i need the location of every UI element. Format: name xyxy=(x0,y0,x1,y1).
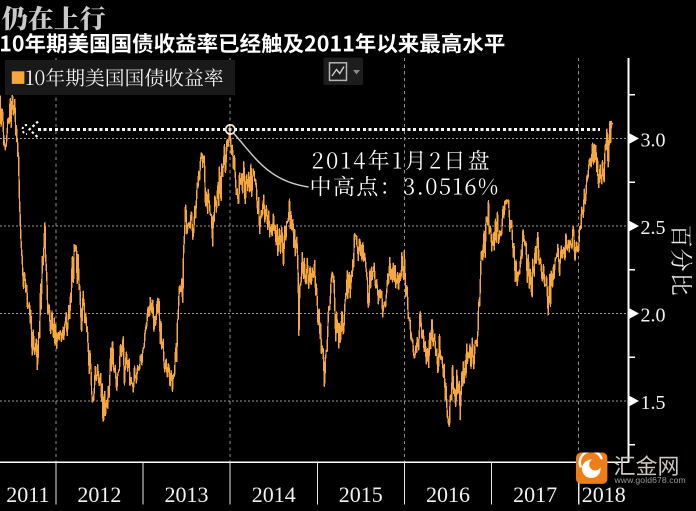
svg-text:1.5: 1.5 xyxy=(641,392,666,414)
svg-text:2013: 2013 xyxy=(165,482,209,506)
svg-text:2018: 2018 xyxy=(582,482,626,506)
svg-text:2012: 2012 xyxy=(77,482,121,506)
svg-text:www.gold678.com: www.gold678.com xyxy=(614,475,686,485)
svg-text:2016: 2016 xyxy=(426,482,470,506)
svg-text:2.5: 2.5 xyxy=(641,217,666,239)
svg-text:2011: 2011 xyxy=(6,482,49,506)
svg-text:3.0: 3.0 xyxy=(641,129,666,151)
svg-text:2017: 2017 xyxy=(513,482,557,506)
svg-text:2015: 2015 xyxy=(339,482,383,506)
svg-text:2.0: 2.0 xyxy=(641,304,666,326)
svg-text:2014: 2014 xyxy=(252,482,296,506)
